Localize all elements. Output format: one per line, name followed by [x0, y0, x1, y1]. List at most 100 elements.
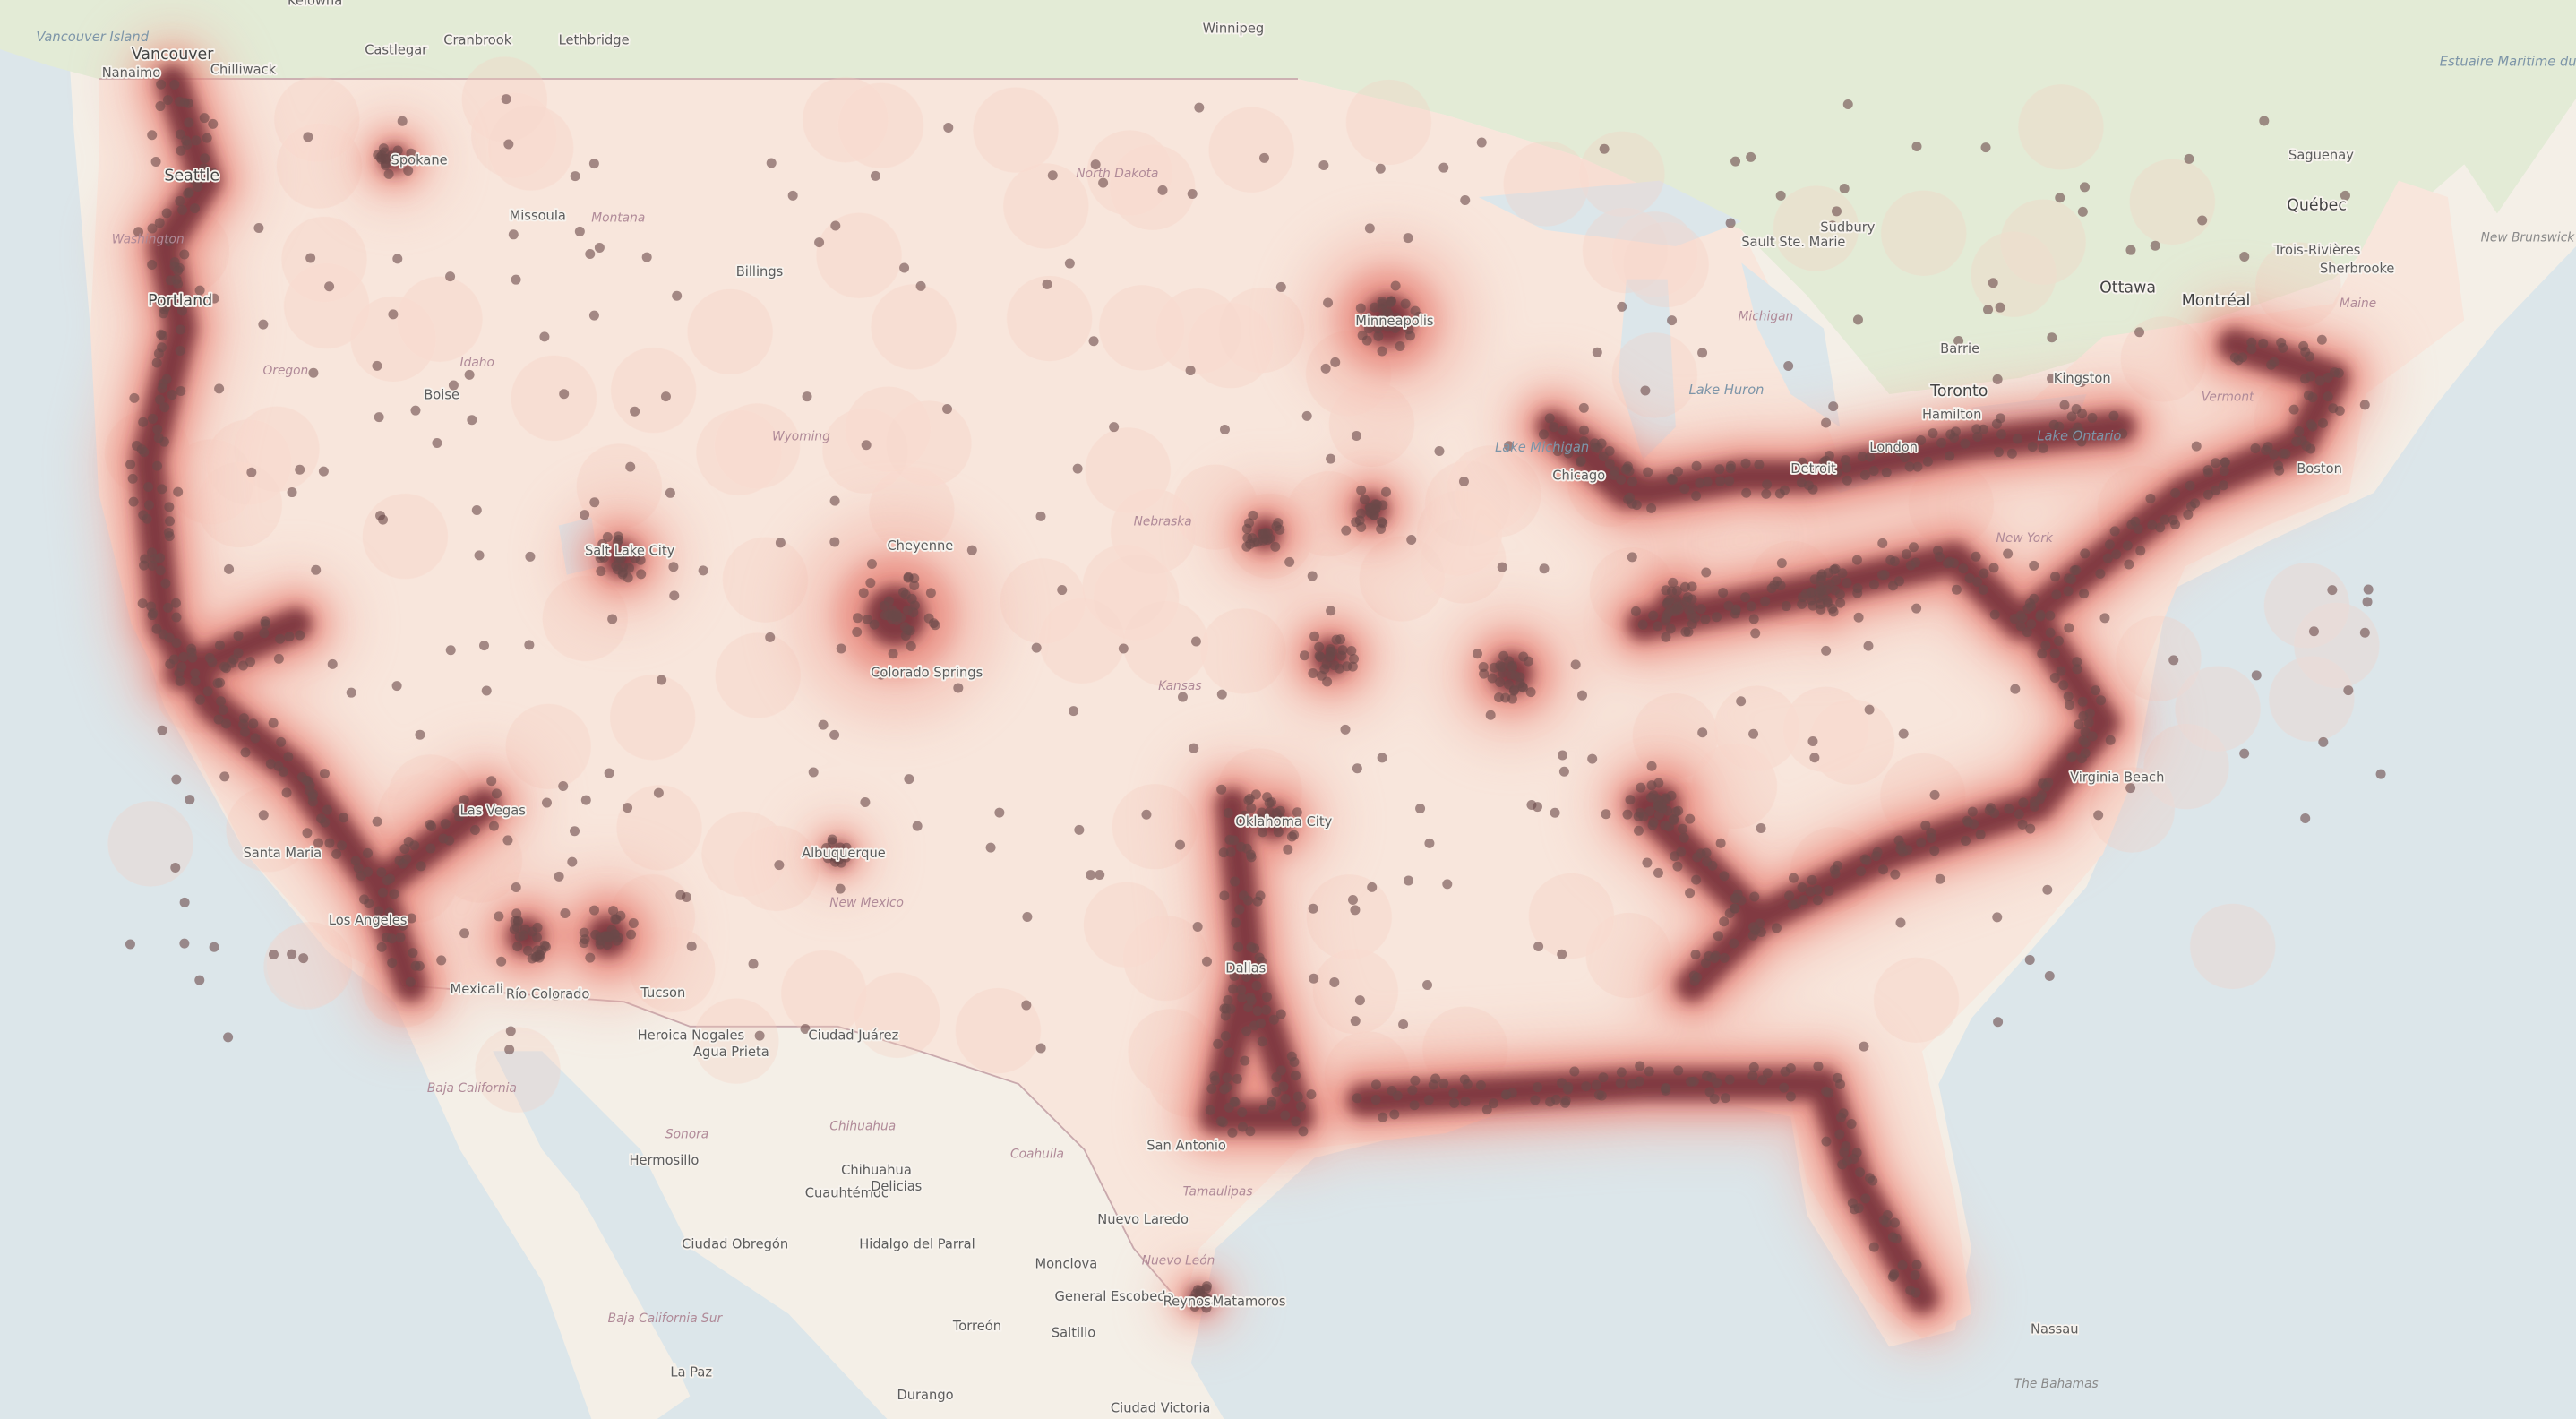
data-point [2220, 457, 2230, 468]
data-point [1748, 1062, 1759, 1072]
data-point [1647, 820, 1658, 830]
data-point [2135, 546, 2146, 556]
data-point [2076, 436, 2087, 447]
data-point [594, 242, 605, 253]
data-point [1335, 634, 1346, 645]
data-point [2024, 954, 2035, 965]
heat-cell [1110, 488, 1197, 574]
data-point [319, 769, 330, 779]
data-point [2071, 404, 2082, 415]
heat-corridor [1535, 410, 1644, 510]
data-point [1538, 429, 1549, 440]
data-point [585, 248, 596, 259]
data-point [2300, 813, 2311, 823]
data-point [132, 440, 142, 451]
data-point [1157, 185, 1168, 195]
heat-cell [714, 403, 801, 489]
heat-cell [973, 87, 1059, 173]
data-point [1704, 950, 1714, 961]
data-point [1322, 676, 1333, 687]
data-point [194, 285, 205, 296]
data-point [196, 174, 207, 185]
data-point [161, 374, 172, 384]
data-point [1278, 1081, 1289, 1092]
data-point [157, 383, 167, 393]
data-point [1354, 995, 1365, 1006]
data-point [1237, 1122, 1248, 1132]
data-point [1690, 949, 1701, 959]
data-point [467, 415, 477, 426]
data-point [1319, 664, 1330, 675]
data-point [284, 632, 295, 642]
map-label-city: Dallas [1225, 960, 1266, 976]
data-point [1557, 949, 1567, 959]
data-point [1975, 830, 1986, 840]
data-point [387, 958, 398, 968]
map-label-city: Agua Prieta [693, 1045, 769, 1060]
data-point [836, 643, 846, 654]
data-point [1587, 753, 1598, 764]
gulf-of-california [493, 1051, 707, 1363]
data-point [1500, 1089, 1511, 1100]
data-point [626, 929, 637, 940]
data-point [1889, 556, 1900, 567]
data-point [511, 806, 521, 817]
data-point [866, 559, 877, 570]
data-point [1853, 612, 1864, 623]
map-label-state: Coahuila [1010, 1148, 1064, 1162]
data-point [1671, 585, 1682, 596]
data-point [1685, 813, 1696, 824]
data-point [1691, 460, 1702, 471]
data-point [1928, 428, 1938, 439]
data-point [1807, 600, 1818, 611]
data-point [505, 1026, 516, 1036]
data-point [376, 867, 387, 878]
data-point [1958, 563, 1969, 574]
data-point [216, 696, 227, 707]
heat-corridor [2004, 328, 2349, 641]
data-point [1498, 667, 1508, 678]
data-point [1604, 459, 1615, 469]
data-point [1702, 477, 1713, 487]
data-point [175, 346, 185, 357]
heat-cell [609, 675, 696, 761]
data-point [2250, 443, 2261, 453]
data-point [1241, 1026, 1252, 1036]
data-point [1911, 603, 1922, 614]
data-point [143, 500, 154, 511]
data-point [2084, 708, 2095, 718]
data-point [1223, 807, 1233, 818]
data-point [2288, 404, 2299, 415]
data-point [1831, 206, 1842, 217]
map-label-city: Matamoros [1213, 1294, 1286, 1310]
data-point [818, 719, 829, 730]
data-point [1890, 869, 1901, 880]
data-point [1224, 1047, 1234, 1058]
data-point [1380, 486, 1391, 497]
data-point [195, 694, 206, 705]
data-point [852, 627, 863, 638]
data-point [1237, 993, 1248, 1003]
data-point [1271, 521, 1282, 532]
data-point [1968, 819, 1979, 830]
data-point [669, 590, 680, 601]
data-point [137, 598, 148, 609]
data-point [176, 145, 186, 156]
data-point [1275, 1065, 1286, 1076]
data-point [909, 580, 920, 590]
data-point [327, 658, 338, 669]
data-point [1314, 650, 1325, 661]
data-point [1347, 894, 1358, 905]
data-point [128, 496, 139, 507]
data-point [766, 158, 777, 168]
data-point [2064, 623, 2074, 633]
data-point [511, 882, 521, 893]
data-point [1980, 142, 1991, 153]
data-point [1219, 890, 1230, 901]
data-point [147, 260, 158, 271]
map-label-city: Las Vegas [460, 803, 526, 818]
data-point [170, 863, 181, 873]
